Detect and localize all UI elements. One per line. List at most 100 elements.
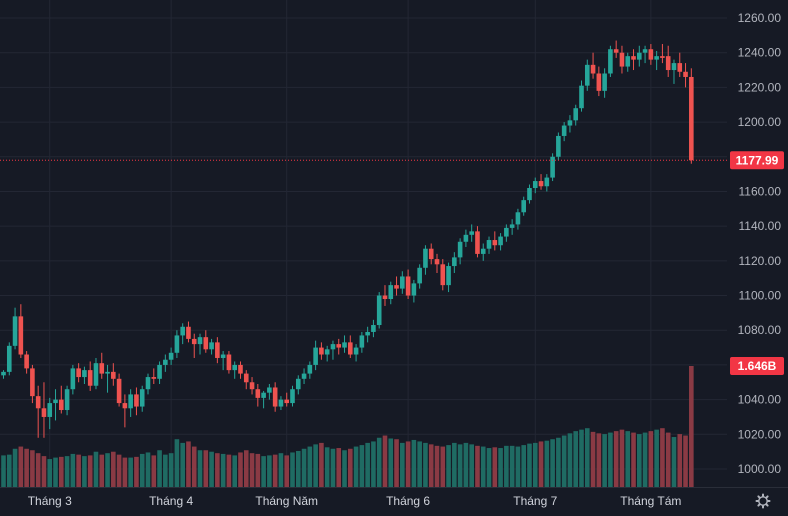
candle-body: [197, 337, 203, 345]
volume-bar: [463, 442, 469, 487]
volume-bar: [365, 442, 370, 487]
volume-bar: [24, 448, 29, 487]
candle-body: [619, 52, 625, 67]
candle-body: [457, 241, 463, 258]
candle-body: [596, 73, 602, 91]
candle-body: [18, 316, 24, 355]
y-tick-label: 1100.00: [739, 289, 782, 303]
volume-bar: [226, 454, 232, 487]
volume-bar: [122, 457, 128, 487]
volume-bar: [567, 433, 573, 487]
volume-bar: [677, 434, 683, 487]
volume-bar: [480, 446, 486, 487]
candle-body: [249, 382, 255, 390]
candle-body: [319, 347, 324, 355]
candle-body: [203, 337, 209, 350]
candle-body: [509, 224, 515, 228]
volume-bar: [405, 441, 411, 487]
volume-bar: [220, 453, 226, 487]
volume-bar: [509, 445, 515, 487]
candle-body: [87, 370, 93, 386]
candle-body: [59, 399, 64, 411]
candle-body: [567, 120, 573, 126]
y-tick-label: 1200.00: [738, 115, 782, 129]
x-tick-label: Tháng Năm: [255, 494, 318, 508]
volume-bar: [12, 448, 18, 487]
volume-bar: [504, 445, 509, 487]
candle-body: [307, 364, 313, 374]
candle-body: [163, 359, 168, 365]
volume-bar: [301, 448, 307, 487]
x-tick-label: Tháng 6: [386, 494, 430, 508]
volume-bar: [683, 435, 688, 487]
volume-bar: [209, 451, 214, 487]
volume-bar: [111, 451, 116, 487]
candle-body: [642, 49, 648, 53]
candle-body: [35, 396, 41, 409]
volume-bar: [59, 456, 64, 487]
candle-body: [174, 335, 180, 353]
candle-body: [290, 389, 295, 404]
candle-body: [122, 403, 128, 409]
candle-body: [47, 403, 53, 417]
candle-body: [284, 399, 290, 404]
candle-body: [584, 64, 590, 86]
candle-body: [359, 335, 365, 348]
x-tick-label: Tháng Tám: [620, 494, 681, 508]
candle-body: [561, 125, 567, 136]
candle-body: [336, 344, 342, 348]
candle-body: [330, 344, 336, 350]
gear-icon[interactable]: [755, 493, 771, 509]
candle-body: [24, 354, 29, 369]
price-candles: [1, 40, 694, 438]
candle-body: [324, 349, 330, 355]
volume-bar: [400, 442, 405, 487]
volume-bar: [163, 454, 168, 487]
time-axis[interactable]: Tháng 3 Tháng 4 Tháng Năm Tháng 6 Tháng 7 Thá…: [28, 494, 682, 508]
candle-body: [111, 371, 116, 379]
candle-body: [689, 76, 694, 161]
volume-label: 1.646B: [738, 359, 777, 373]
candle-body: [637, 52, 642, 60]
volume-bar: [203, 450, 209, 487]
volume-bar: [584, 428, 590, 487]
candle-body: [602, 73, 607, 91]
y-tick-label: 1000.00: [738, 462, 782, 476]
candle-body: [243, 373, 249, 383]
candle-body: [168, 352, 174, 360]
volume-bar: [330, 448, 336, 487]
volume-bar: [174, 439, 180, 487]
candle-body: [504, 227, 509, 237]
volume-bar: [556, 437, 561, 487]
volume-bar: [64, 456, 70, 487]
candle-body: [665, 56, 671, 71]
candle-body: [70, 368, 76, 390]
volume-bar: [290, 452, 295, 487]
candle-body: [550, 156, 555, 178]
candle-body: [486, 240, 492, 249]
volume-bar: [417, 441, 422, 487]
volume-bar: [87, 455, 93, 487]
volume-bar: [197, 450, 203, 487]
volume-bar: [423, 442, 428, 487]
y-tick-label: 1240.00: [738, 46, 782, 60]
volume-bar: [498, 448, 503, 487]
candle-body: [371, 325, 376, 332]
volume-bar: [515, 446, 521, 487]
volume-bar: [284, 455, 290, 487]
volume-bar: [238, 452, 243, 487]
volume-bar: [82, 456, 87, 487]
volume-bar: [660, 428, 665, 487]
volume-bar: [307, 446, 313, 487]
candle-body: [428, 248, 434, 260]
candle-body: [255, 389, 261, 398]
volume-bar: [475, 445, 480, 487]
candle-body: [301, 373, 307, 379]
candle-body: [145, 377, 151, 390]
candle-body: [116, 378, 122, 404]
volume-bar: [550, 439, 555, 487]
candle-body: [64, 389, 70, 411]
x-tick-label: Tháng 3: [28, 494, 72, 508]
volume-bar: [619, 429, 625, 487]
